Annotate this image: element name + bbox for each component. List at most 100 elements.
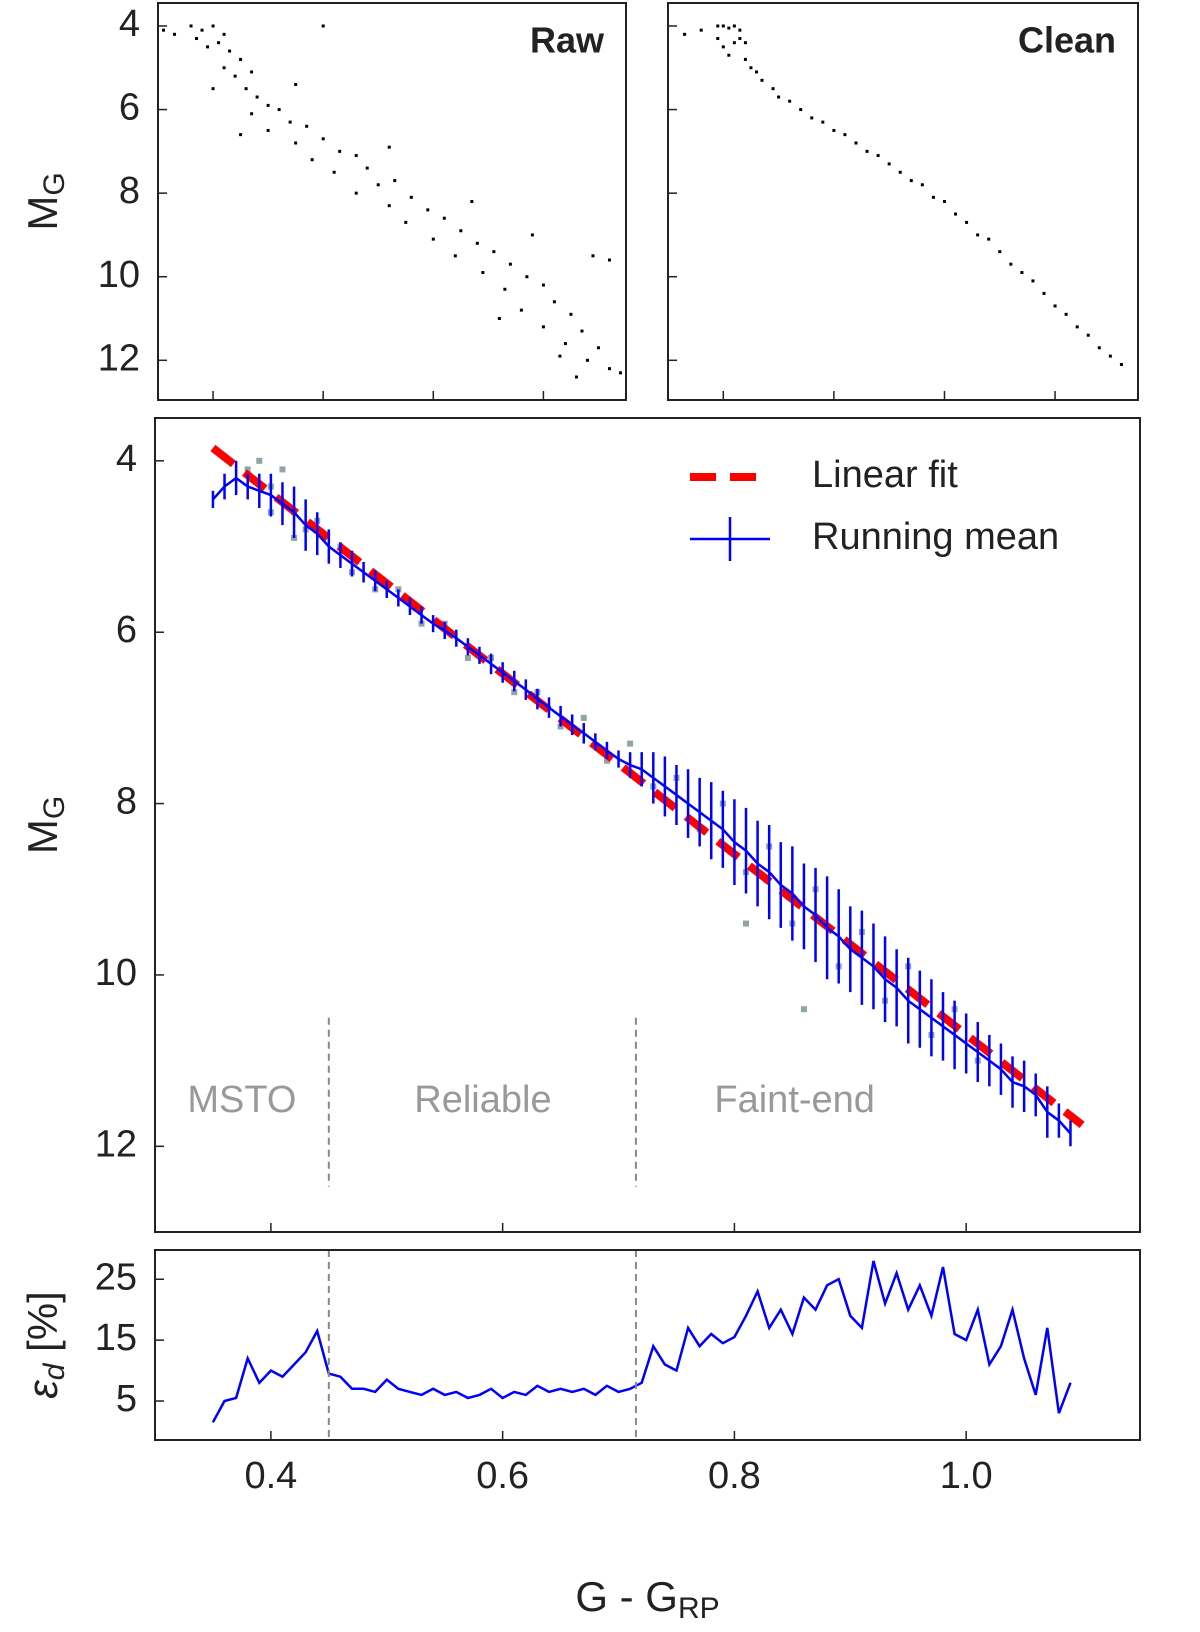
star-point [1119,362,1123,366]
star-point [250,70,254,74]
y-axis-label-main: M [19,196,66,231]
y-tick-label: 8 [119,170,140,212]
legend-label: Linear fit [812,454,958,496]
star-point [760,78,764,82]
star-point [1020,271,1024,275]
star-point [942,200,946,203]
density-cell [279,466,286,473]
star-point [954,212,958,216]
star-point [217,41,221,45]
x-tick-label: 0.4 [244,1455,297,1497]
star-point [607,367,611,371]
star-point [525,275,529,279]
y-axis-label: MG [19,172,71,230]
star-point [321,24,325,28]
star-point [585,358,589,362]
y-axis-label-main: ε [19,1380,66,1399]
star-point [338,149,342,153]
star-point [569,312,573,316]
star-point [1031,279,1035,283]
star-point [976,233,980,237]
y-tick-label: 25 [95,1256,137,1298]
star-point [1042,291,1046,295]
x-tick-label: 0.8 [708,1455,761,1497]
plot-area [683,24,1123,366]
star-point [200,28,204,32]
star-point [909,179,913,183]
star-point [596,346,600,350]
star-point [211,24,215,28]
star-point [404,220,408,224]
density-cell [603,757,610,764]
star-point [920,183,924,187]
star-point [727,53,731,57]
star-point [222,66,226,70]
data-line [211,476,1072,1135]
y-tick-label: 15 [95,1317,137,1359]
star-point [294,141,298,145]
star-point [475,241,479,245]
star-point [211,87,215,91]
star-point [321,137,325,141]
star-point [843,133,847,137]
star-point [459,229,463,233]
star-point [1075,325,1079,329]
y-tick-label: 6 [119,87,140,129]
density-cell [580,714,587,721]
star-point [195,37,199,41]
x-axis-label-sub: RP [678,1592,720,1625]
y-tick-label: 6 [116,609,137,651]
star-point [530,233,534,237]
y-tick-label: 8 [116,781,137,823]
star-point [749,66,753,70]
star-point [288,120,292,124]
fit-line [210,444,1085,1129]
data-line [211,1260,1072,1423]
star-point [810,116,814,120]
star-point [206,45,210,49]
star-point [409,195,413,199]
star-point [1009,262,1013,266]
star-point [743,57,747,61]
star-point [541,325,545,329]
axes-frame [154,1249,1141,1441]
star-point [503,287,507,291]
star-point [591,254,595,258]
x-axis-label: G - GRP [575,1573,719,1625]
star-point [376,183,380,187]
star-point [250,112,254,116]
x-tick-label: 0.6 [476,1455,529,1497]
star-point [508,262,512,266]
star-point [732,24,736,28]
star-point [470,200,474,203]
star-point [732,41,736,45]
star-point [788,99,792,103]
density-cell [464,654,471,661]
y-axis-label-sub: G [38,796,71,819]
star-point [683,32,687,36]
star-point [519,308,523,312]
y-tick-label: 12 [95,1123,137,1165]
star-point [228,49,232,53]
plot-area [210,444,1085,1147]
star-point [865,149,869,153]
y-axis-label-main: M [19,819,66,854]
star-point [310,158,314,162]
x-tick-label: 1.0 [940,1455,993,1497]
star-point [393,179,397,183]
star-point [222,32,226,36]
star-point [738,28,742,32]
star-point [574,375,578,379]
star-point [233,74,237,78]
star-point [492,250,496,254]
star-point [189,24,193,28]
star-point [987,237,991,241]
y-tick-label: 12 [98,337,140,379]
star-point [1064,312,1068,316]
star-point [699,28,703,32]
star-point [266,128,270,132]
star-point [1097,346,1101,350]
y-axis-label-sub: G [38,172,71,195]
star-point [558,354,562,358]
